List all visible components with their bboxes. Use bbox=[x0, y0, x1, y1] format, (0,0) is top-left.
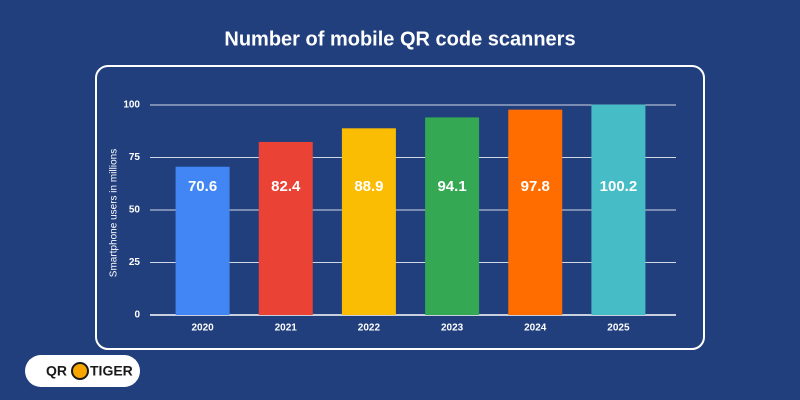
x-tick-label: 2022 bbox=[358, 323, 381, 334]
chart-frame bbox=[95, 65, 705, 350]
chart-title: Number of mobile QR code scanners bbox=[224, 28, 575, 50]
logo-left: QR bbox=[46, 363, 67, 379]
bar bbox=[341, 128, 396, 315]
logo: QR TIGER bbox=[25, 355, 140, 387]
x-tick-label: 2025 bbox=[607, 323, 630, 334]
bar bbox=[175, 166, 230, 315]
x-tick-label: 2021 bbox=[275, 323, 298, 334]
x-tick-label: 2020 bbox=[191, 323, 214, 334]
x-tick-label: 2023 bbox=[441, 323, 464, 334]
value-label: 94.1 bbox=[437, 178, 466, 195]
y-tick-label: 50 bbox=[129, 205, 141, 216]
logo-right: TIGER bbox=[90, 363, 133, 379]
value-label: 97.8 bbox=[521, 178, 550, 195]
y-axis-label: Smartphone users in millions bbox=[109, 149, 120, 277]
value-label: 82.4 bbox=[271, 178, 301, 195]
y-tick-label: 100 bbox=[123, 100, 140, 111]
y-tick-label: 75 bbox=[129, 152, 141, 163]
bar bbox=[508, 109, 563, 316]
x-tick-label: 2024 bbox=[524, 323, 547, 334]
y-tick-label: 0 bbox=[134, 310, 140, 321]
bar bbox=[591, 104, 646, 315]
value-label: 100.2 bbox=[600, 178, 638, 195]
value-label: 70.6 bbox=[188, 178, 217, 195]
y-tick-label: 25 bbox=[129, 257, 141, 268]
bar bbox=[425, 117, 480, 315]
value-label: 88.9 bbox=[354, 178, 383, 195]
logo-icon bbox=[71, 362, 89, 380]
bar bbox=[258, 141, 313, 315]
